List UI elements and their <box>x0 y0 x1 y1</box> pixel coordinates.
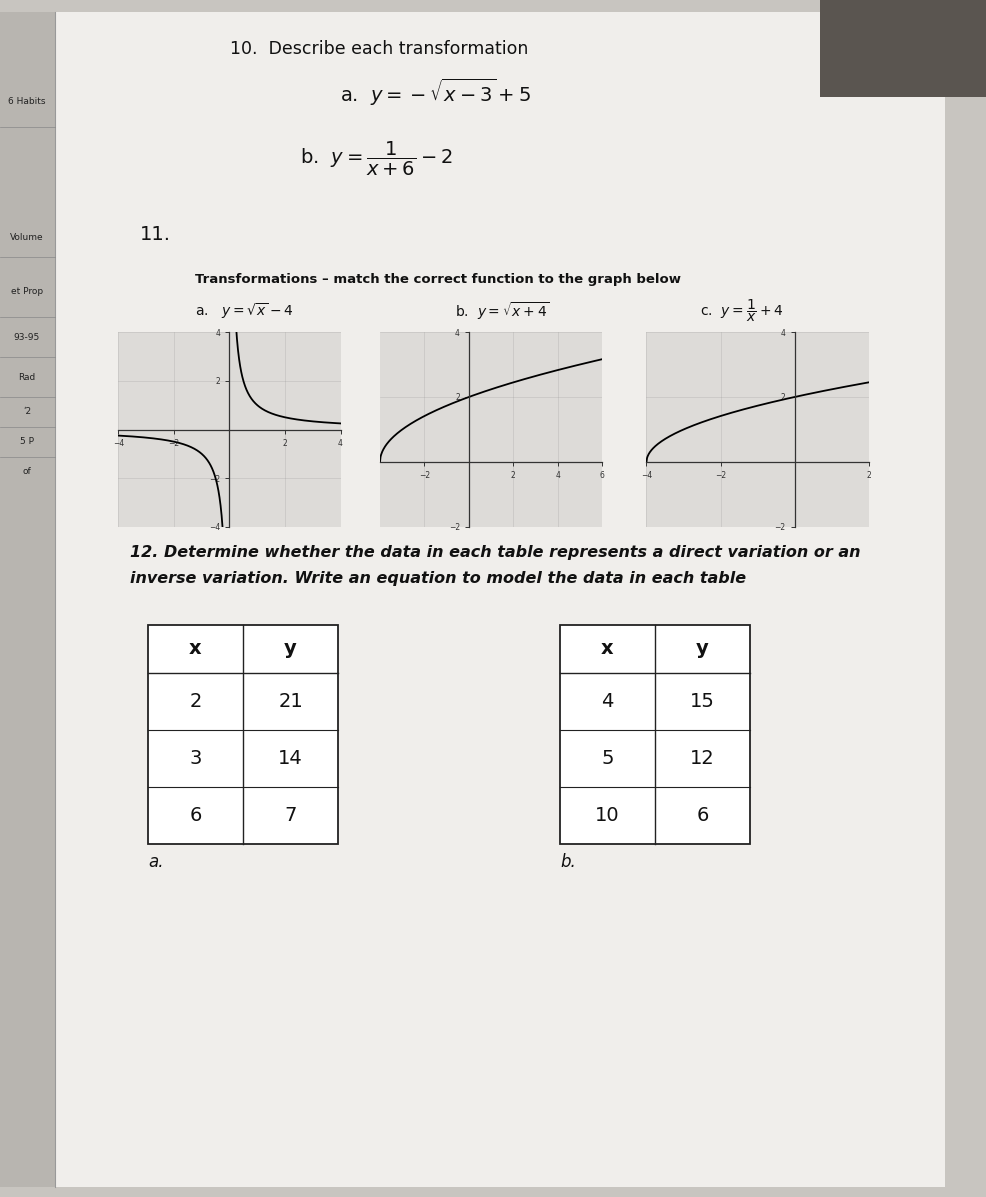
Text: 10: 10 <box>595 806 619 825</box>
Bar <box>819 0 986 97</box>
Text: Transformations – match the correct function to the graph below: Transformations – match the correct func… <box>195 273 680 286</box>
Text: 4: 4 <box>600 692 613 711</box>
Text: a.: a. <box>148 853 164 871</box>
Text: 6 Habits: 6 Habits <box>8 97 45 107</box>
Text: of: of <box>23 468 32 476</box>
Text: 3: 3 <box>189 749 201 768</box>
Text: 6: 6 <box>695 806 708 825</box>
Text: b.  $y = \sqrt{x+4}$: b. $y = \sqrt{x+4}$ <box>455 300 549 322</box>
Text: ʹ2: ʹ2 <box>23 407 31 417</box>
Bar <box>559 625 749 844</box>
Bar <box>148 625 337 844</box>
Text: 5: 5 <box>600 749 613 768</box>
Text: c.  $y = \dfrac{1}{x} + 4$: c. $y = \dfrac{1}{x} + 4$ <box>699 298 783 324</box>
Text: et Prop: et Prop <box>11 287 43 297</box>
Text: 11.: 11. <box>140 225 171 243</box>
Text: 5 P: 5 P <box>20 437 34 446</box>
Text: x: x <box>189 639 201 658</box>
Text: Rad: Rad <box>19 372 35 382</box>
Text: 10.  Describe each transformation: 10. Describe each transformation <box>230 40 528 57</box>
Text: 15: 15 <box>689 692 714 711</box>
Text: 14: 14 <box>278 749 303 768</box>
Text: y: y <box>284 639 297 658</box>
Text: 93-95: 93-95 <box>14 333 40 341</box>
Text: a.  $y = -\sqrt{x-3} + 5$: a. $y = -\sqrt{x-3} + 5$ <box>339 77 530 108</box>
Text: 12: 12 <box>689 749 714 768</box>
Text: 7: 7 <box>284 806 297 825</box>
Text: 21: 21 <box>278 692 303 711</box>
Text: inverse variation. Write an equation to model the data in each table: inverse variation. Write an equation to … <box>130 571 745 587</box>
Text: 2: 2 <box>189 692 201 711</box>
Bar <box>0 12 55 1187</box>
Text: a.   $y = \sqrt{x} - 4$: a. $y = \sqrt{x} - 4$ <box>195 302 294 321</box>
Text: Volume: Volume <box>10 232 43 242</box>
Text: b.: b. <box>559 853 575 871</box>
Text: 6: 6 <box>189 806 201 825</box>
Text: 12. Determine whether the data in each table represents a direct variation or an: 12. Determine whether the data in each t… <box>130 545 860 559</box>
Text: x: x <box>600 639 613 658</box>
Text: y: y <box>695 639 708 658</box>
Text: b.  $y = \dfrac{1}{x+6} - 2$: b. $y = \dfrac{1}{x+6} - 2$ <box>300 140 453 178</box>
